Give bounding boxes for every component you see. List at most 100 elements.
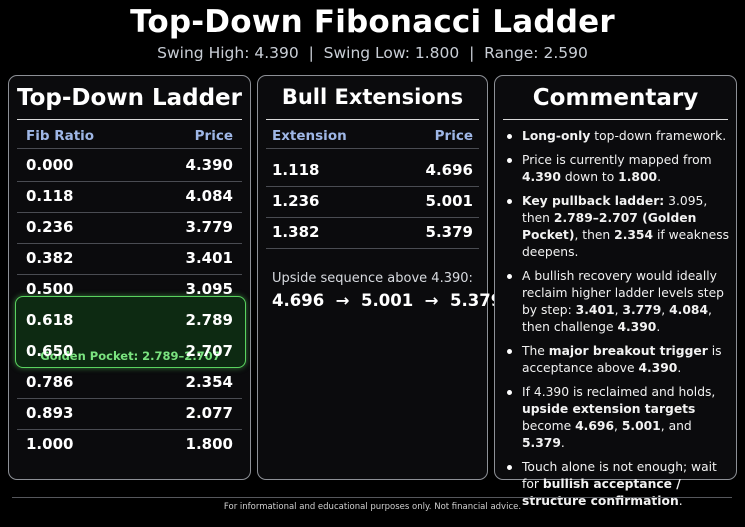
commentary-bullet: A bullish recovery would ideally reclaim… [505, 268, 733, 336]
commentary-bold-text: 4.390 [522, 170, 561, 184]
fib-ratio: 0.500 [26, 280, 74, 298]
fib-price: 1.800 [185, 435, 233, 453]
disclaimer: For informational and educational purpos… [223, 502, 522, 512]
fib-ratio: 0.236 [26, 218, 74, 236]
extensions-col-ext: Extension [272, 128, 347, 144]
ladder-row-divider [17, 429, 242, 430]
commentary-panel: Commentary Long-only top-down framework.… [494, 75, 737, 508]
ladder-row: 0.118 4.084 [9, 181, 250, 212]
ladder-row: 0.382 3.401 [9, 243, 250, 274]
commentary-text: top-down framework. [590, 129, 727, 143]
golden-pocket-label: Golden Pocket: 2.789–2.707 [40, 349, 221, 363]
commentary-text: Price is currently mapped from [522, 153, 712, 167]
commentary-bullet: If 4.390 is reclaimed and holds, upside … [505, 384, 733, 452]
commentary-text: is acceptance above [522, 344, 722, 375]
fib-price: 3.095 [185, 280, 233, 298]
commentary-bold-text: 4.390 [638, 361, 678, 375]
commentary-text: , then challenge [522, 303, 712, 334]
ladder-row-divider [17, 181, 242, 182]
commentary-title-divider [503, 119, 728, 120]
commentary-text: down to [560, 170, 619, 184]
fib-ratio: 0.650 [26, 342, 74, 360]
fib-price: 2.707 [185, 342, 233, 360]
fib-ratio: 0.000 [26, 156, 74, 174]
fib-ratio: 0.618 [26, 311, 74, 329]
commentary-bold-text: Long-only [522, 129, 591, 143]
extension-row: 1.236 5.001 [258, 186, 487, 217]
fib-ratio: 0.118 [26, 187, 74, 205]
extension-row: 1.382 5.379 [258, 217, 487, 248]
extensions-title-divider [266, 119, 479, 120]
extensions-header-divider [266, 148, 479, 149]
extension-row-divider [266, 186, 479, 187]
ladder-row: 0.500 3.095 [9, 274, 250, 305]
commentary-text: A bullish recovery would ideally reclaim… [522, 269, 724, 317]
ladder-row-divider [17, 274, 242, 275]
ladder-row: 0.786 2.354 [9, 367, 250, 398]
extension-ratio: 1.118 [272, 161, 320, 179]
upside-sequence: 4.696 → 5.001 → 5.379 [272, 291, 503, 310]
fib-price: 4.084 [185, 187, 233, 205]
commentary-bold-text: 3.401 [575, 303, 615, 317]
extensions-panel-title: Bull Extensions [281, 85, 464, 109]
commentary-bullet: Long-only top-down framework. [505, 128, 733, 145]
commentary-bold-text: Key pullback ladder: [522, 194, 665, 208]
fib-price: 3.779 [185, 218, 233, 236]
commentary-text: The [522, 344, 549, 358]
commentary-text: . [560, 436, 565, 450]
commentary-text: . [656, 320, 661, 334]
extension-row-divider [266, 217, 479, 218]
commentary-text: , and [660, 419, 692, 433]
commentary-text: If 4.390 is reclaimed and holds, [522, 385, 716, 399]
fib-ratio: 0.893 [26, 404, 74, 422]
fib-ratio: 0.786 [26, 373, 74, 391]
extension-row: 1.118 4.696 [258, 155, 487, 186]
commentary-bold-text: 3.779 [622, 303, 662, 317]
ladder-row-divider [17, 212, 242, 213]
commentary-text: Touch alone is not enough; wait for [522, 460, 717, 491]
fib-ratio: 0.382 [26, 249, 74, 267]
ladder-row-divider [17, 243, 242, 244]
ladder-row: 0.618 2.789 [9, 305, 250, 336]
commentary-bold-text: 4.390 [617, 320, 657, 334]
ladder-row: 0.236 3.779 [9, 212, 250, 243]
commentary-bold-text: 4.696 [575, 419, 615, 433]
fib-price: 2.077 [185, 404, 233, 422]
commentary-list: Long-only top-down framework. Price is cu… [505, 128, 733, 517]
commentary-text: if weakness deepens. [522, 228, 730, 259]
extension-row-divider [266, 248, 479, 249]
upside-sequence-label: Upside sequence above 4.390: [272, 271, 473, 286]
ladder-row: 0.650 2.707 [9, 336, 250, 367]
fib-price: 2.354 [185, 373, 233, 391]
extension-price: 4.696 [425, 161, 473, 179]
commentary-panel-title: Commentary [532, 85, 699, 111]
commentary-bold-text: 4.084 [669, 303, 709, 317]
commentary-text: , [614, 303, 623, 317]
page-title: Top-Down Fibonacci Ladder [130, 4, 615, 40]
commentary-bold-text: major breakout trigger [548, 344, 708, 358]
commentary-text: 3.095, then [522, 194, 708, 225]
extension-price: 5.379 [425, 223, 473, 241]
commentary-bullet: Key pullback ladder: 3.095, then 2.789–2… [505, 193, 733, 261]
commentary-text: . [678, 494, 683, 508]
extension-price: 5.001 [425, 192, 473, 210]
commentary-bold-text: 2.789–2.707 (Golden Pocket) [522, 211, 697, 242]
ladder-row: 0.893 2.077 [9, 398, 250, 429]
ladder-title-divider [17, 119, 242, 120]
commentary-bold-text: 1.800 [618, 170, 658, 184]
ladder-panel-title: Top-Down Ladder [16, 85, 242, 111]
fib-price: 4.390 [185, 156, 233, 174]
commentary-text: , [614, 419, 622, 433]
extension-ratio: 1.382 [272, 223, 320, 241]
commentary-bold-text: upside extension targets [522, 402, 696, 416]
commentary-bullet: The major breakout trigger is acceptance… [505, 343, 733, 377]
commentary-bold-text: 5.379 [522, 436, 561, 450]
footer-divider [12, 497, 732, 498]
commentary-text: . [677, 361, 682, 375]
extensions-col-price: Price [434, 128, 473, 144]
commentary-bold-text: 2.354 [614, 228, 654, 242]
extension-ratio: 1.236 [272, 192, 320, 210]
ladder-panel: Top-Down Ladder Fib Ratio Price Golden P… [8, 75, 251, 480]
ladder-row: 0.000 4.390 [9, 150, 250, 181]
commentary-bold-text: 5.001 [621, 419, 661, 433]
